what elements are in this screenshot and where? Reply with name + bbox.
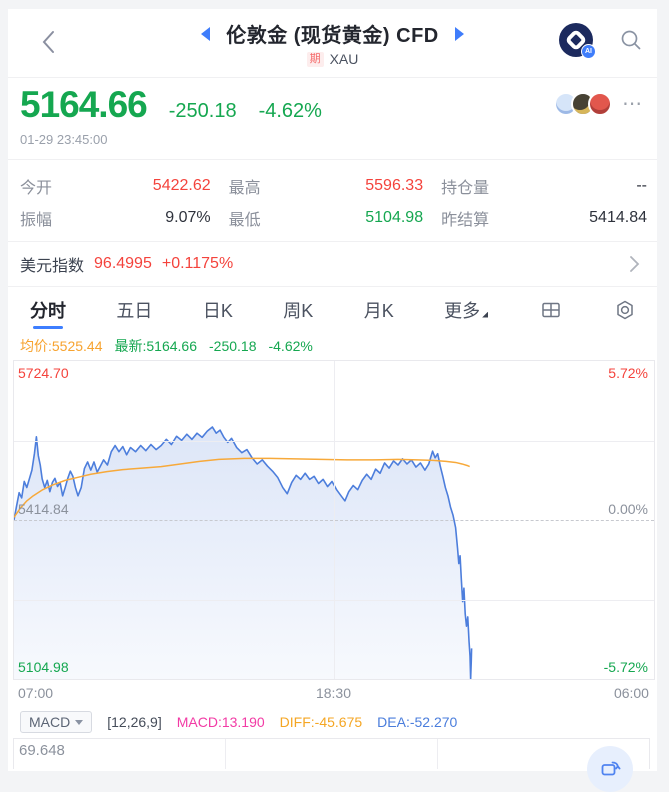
tab-monthly-k[interactable]: 月K [363, 300, 394, 321]
latest-change-pct-label: -4.62% [268, 338, 313, 354]
macd-value: MACD:13.190 [176, 714, 265, 730]
usd-index-value: 96.4995 [94, 255, 152, 272]
tab-daily-k[interactable]: 日K [202, 300, 233, 321]
macd-sub-chart[interactable]: 69.648 [13, 738, 650, 792]
back-button[interactable] [36, 27, 62, 57]
next-instrument-arrow-icon[interactable] [454, 26, 464, 41]
stat-amplitude: 振幅 9.07% [20, 209, 211, 229]
x-label-mid: 18:30 [315, 685, 352, 701]
more-caret-icon [482, 311, 489, 318]
sub-chart-max-label: 69.648 [19, 742, 65, 759]
latest-change-label: -250.18 [209, 338, 257, 354]
tab-five-day[interactable]: 五日 [116, 300, 153, 321]
gridline-vertical [225, 739, 227, 769]
indicator-params: [12,26,9] [107, 714, 162, 730]
price-section: 5164.66 -250.18 -4.62% ⋯ 01-29 23:45:00 [8, 78, 657, 160]
tab-more[interactable]: 更多 [444, 287, 489, 332]
y-max-price-label: 5724.70 [18, 365, 69, 381]
price-chart-svg [14, 361, 654, 679]
rotate-screen-button[interactable] [587, 746, 633, 792]
grid-layout-icon[interactable] [539, 298, 563, 322]
quote-screen: 伦敦金 (现货黄金) CFD 期 XAU AI 5164.66 -250.18 … [8, 9, 657, 792]
instrument-symbol: XAU [329, 51, 359, 67]
app-logo-icon[interactable]: AI [559, 23, 596, 59]
stat-open: 今开 5422.62 [20, 177, 211, 197]
chevron-right-icon [625, 254, 643, 274]
tab-timeline[interactable]: 分时 [30, 287, 66, 332]
diff-value: DIFF:-45.675 [279, 714, 363, 730]
title-block: 伦敦金 (现货黄金) CFD 期 XAU [201, 19, 464, 67]
stat-high: 最高 5596.33 [228, 177, 424, 197]
avg-line-series [14, 458, 470, 517]
x-axis-labels: 07:00 18:30 06:00 [8, 680, 657, 706]
prev-instrument-arrow-icon[interactable] [201, 26, 211, 41]
y-min-price-label: 5104.98 [18, 659, 69, 675]
usd-index-label: 美元指数 [20, 258, 85, 275]
price-change-pct: -4.62% [258, 100, 322, 122]
indicator-bar: MACD [12,26,9] MACD:13.190 DIFF:-45.675 … [8, 706, 657, 738]
price-area-fill [14, 427, 472, 679]
y-min-pct-label: -5.72% [603, 659, 648, 675]
instrument-title: 伦敦金 (现货黄金) CFD [226, 25, 439, 47]
usd-index-change: +0.1175% [161, 255, 234, 272]
gridline-vertical [436, 739, 438, 769]
x-label-end: 06:00 [613, 685, 649, 701]
latest-price-label: 最新:5164.66 [114, 338, 198, 354]
stat-prev-settle: 昨结算 5414.84 [441, 209, 647, 229]
tab-weekly-k[interactable]: 周K [283, 300, 314, 321]
stat-low: 最低 5104.98 [228, 209, 424, 229]
quote-timestamp: 01-29 23:45:00 [20, 132, 108, 147]
avg-price-label: 均价:5525.44 [20, 338, 103, 354]
indicator-selector-label: MACD [29, 714, 71, 730]
chart-legend: 均价:5525.44 最新:5164.66 -250.18 -4.62% [8, 332, 657, 360]
y-max-pct-label: 5.72% [608, 365, 648, 381]
more-icon[interactable]: ⋯ [622, 93, 643, 115]
caret-down-icon [75, 719, 84, 725]
stats-grid: 今开 5422.62 最高 5596.33 持仓量 -- 振幅 9.07% 最低 5104… [8, 160, 657, 242]
zero-pct-label: 0.00% [608, 501, 648, 517]
gridline-vertical [334, 361, 335, 679]
indicator-selector[interactable]: MACD [20, 711, 93, 733]
dea-value: DEA:-52.270 [377, 714, 458, 730]
x-label-start: 07:00 [18, 685, 54, 701]
top-bar: 伦敦金 (现货黄金) CFD 期 XAU AI [8, 9, 657, 78]
search-icon[interactable] [619, 28, 643, 52]
price-line-series [14, 427, 472, 679]
usd-index-row[interactable]: 美元指数 96.4995 +0.1175% [8, 242, 657, 287]
commenter-avatars [554, 92, 612, 116]
community-entry[interactable]: ⋯ [554, 92, 643, 116]
chart-period-tabs: 分时 五日 日K 周K 月K 更多 [8, 287, 657, 332]
main-chart[interactable]: 5724.70 5.72% 5414.84 0.00% 5104.98 -5.7… [13, 360, 655, 680]
ai-badge: AI [581, 44, 596, 59]
last-price: 5164.66 [20, 84, 148, 125]
futures-badge: 期 [306, 51, 324, 67]
price-change: -250.18 [168, 100, 237, 122]
stat-open-interest: 持仓量 -- [441, 177, 647, 197]
chart-settings-icon[interactable] [613, 298, 637, 322]
commenter-avatar [588, 92, 612, 116]
prev-close-price-label: 5414.84 [18, 501, 69, 517]
